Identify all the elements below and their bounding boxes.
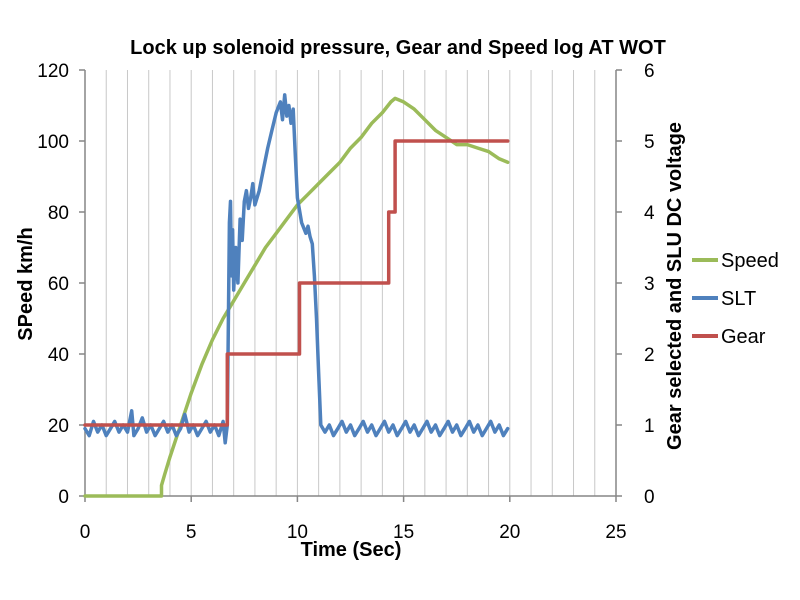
legend-label: Gear <box>721 326 766 348</box>
y2-tick-label: 6 <box>644 61 655 82</box>
legend-item: Speed <box>692 250 779 272</box>
legend-label: SLT <box>721 288 756 310</box>
y-tick-label: 20 <box>48 416 69 437</box>
y-tick-label: 100 <box>37 132 69 153</box>
x-tick-label: 15 <box>393 522 414 543</box>
tick-labels: 0 5 10 15 20 25 0 20 40 60 80 100 120 0 1 2 3 4 5 6 <box>37 61 655 543</box>
y-tick-label: 120 <box>37 61 69 82</box>
legend: Speed SLT Gear <box>692 250 779 348</box>
y2-tick-label: 0 <box>644 487 655 508</box>
y2-tick-label: 1 <box>644 416 655 437</box>
x-tick-label: 5 <box>186 522 197 543</box>
x-tick-label: 10 <box>287 522 308 543</box>
chart-title: Lock up solenoid pressure, Gear and Spee… <box>130 37 666 59</box>
x-tick-label: 20 <box>499 522 520 543</box>
legend-item: SLT <box>692 288 756 310</box>
y-tick-label: 0 <box>58 487 69 508</box>
y-tick-label: 40 <box>48 345 69 366</box>
y-tick-label: 60 <box>48 274 69 295</box>
legend-item: Gear <box>692 326 766 348</box>
x-tick-label: 0 <box>80 522 91 543</box>
series <box>83 93 510 498</box>
y2-tick-label: 2 <box>644 345 655 366</box>
y-tick-label: 80 <box>48 203 69 224</box>
x-axis-title: Time (Sec) <box>301 539 402 561</box>
series-line-gear <box>83 139 510 427</box>
legend-label: Speed <box>721 250 779 272</box>
y-axis-title: SPeed km/h <box>15 227 37 340</box>
y2-axis-title: Gear selected and SLU DC voltage <box>664 122 686 450</box>
axis-ticks <box>79 69 622 502</box>
y2-tick-label: 5 <box>644 132 655 153</box>
y2-tick-label: 3 <box>644 274 655 295</box>
x-tick-label: 25 <box>605 522 626 543</box>
y2-tick-label: 4 <box>644 203 655 224</box>
